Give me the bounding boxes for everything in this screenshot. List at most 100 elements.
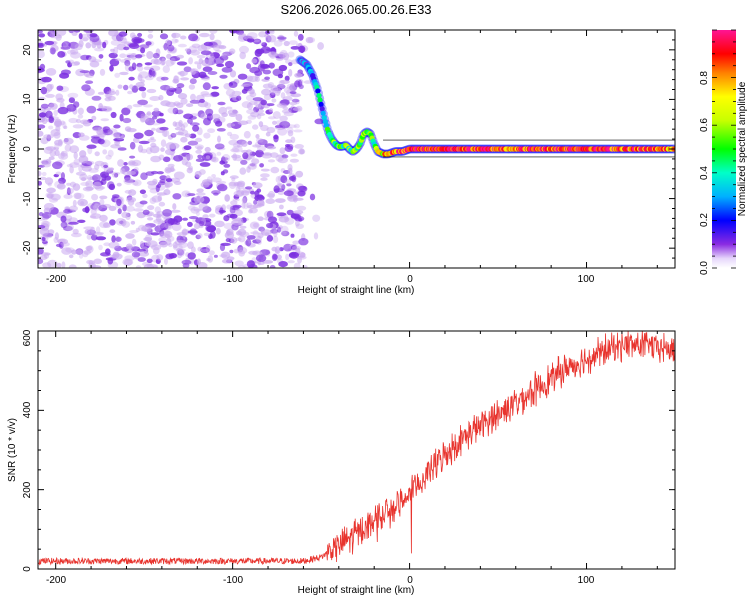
noise-blob: [70, 48, 79, 55]
noise-blob: [91, 115, 97, 121]
noise-blob: [160, 100, 171, 107]
noise-blob: [293, 197, 304, 201]
noise-blob: [176, 109, 184, 114]
noise-blob: [60, 120, 65, 126]
noise-blob: [140, 47, 146, 54]
noise-blob: [146, 263, 158, 268]
noise-blob: [261, 88, 272, 96]
noise-blob: [41, 117, 48, 125]
noise-blob: [91, 59, 103, 63]
noise-blob: [150, 244, 162, 251]
noise-blob: [94, 231, 105, 235]
noise-blob: [187, 230, 198, 234]
noise-blob: [39, 176, 47, 181]
noise-blob: [216, 128, 226, 132]
noise-blob: [73, 158, 81, 166]
noise-blob: [108, 30, 119, 37]
noise-blob: [72, 124, 84, 129]
noise-blob: [250, 190, 255, 195]
noise-blob: [90, 209, 97, 215]
snr-ytick-label: 400: [22, 401, 33, 418]
spectrogram-panel: -200 -100 0 100 -20 -10 0 10 20 Height o…: [7, 29, 676, 296]
noise-blob: [145, 41, 152, 46]
noise-blob: [90, 226, 96, 234]
noise-blob: [280, 79, 290, 84]
noise-blob: [243, 201, 249, 210]
noise-blob: [295, 216, 302, 222]
noise-blob: [78, 33, 83, 40]
noise-blob: [288, 62, 293, 67]
noise-blob: [252, 97, 263, 102]
noise-blob: [209, 30, 218, 34]
noise-blob: [130, 53, 138, 60]
noise-blob: [243, 130, 251, 139]
colorbar-tick-label: 0.4: [699, 166, 710, 180]
noise-blob: [171, 133, 177, 137]
noise-blob: [261, 153, 273, 159]
noise-blob: [150, 155, 162, 163]
snr-series-line: [38, 331, 675, 566]
noise-blob: [73, 61, 81, 66]
noise-blob: [152, 52, 160, 59]
noise-blob: [78, 132, 85, 138]
noise-blob: [89, 69, 95, 77]
noise-blob: [59, 72, 70, 79]
noise-blob: [42, 212, 52, 219]
noise-blob: [282, 106, 289, 110]
noise-blob: [38, 225, 46, 229]
noise-blob: [171, 223, 182, 232]
noise-blob: [139, 200, 148, 205]
noise-blob: [277, 191, 285, 196]
noise-blob: [128, 66, 135, 72]
noise-blob: [100, 178, 107, 185]
noise-blob: [167, 163, 175, 168]
noise-blob: [295, 223, 304, 229]
noise-blob: [94, 151, 100, 157]
noise-blob: [146, 147, 153, 155]
noise-blob: [61, 247, 72, 255]
noise-blob: [60, 151, 65, 159]
noise-blob: [119, 133, 126, 139]
noise-blob: [137, 74, 143, 81]
noise-blob: [185, 153, 194, 161]
noise-blob: [177, 43, 187, 48]
noise-blob: [71, 31, 78, 36]
noise-blob: [231, 177, 236, 181]
noise-blob: [217, 101, 226, 106]
noise-blob: [153, 59, 162, 65]
noise-blob: [43, 146, 53, 154]
noise-blob: [222, 169, 229, 174]
noise-blob: [272, 254, 278, 260]
noise-blob: [89, 34, 100, 43]
noise-blob: [232, 30, 240, 34]
noise-blob: [204, 146, 211, 153]
noise-blob: [195, 137, 203, 143]
noise-blob: [198, 202, 208, 211]
noise-blob: [53, 173, 59, 178]
noise-blob: [287, 194, 297, 202]
noise-blob: [172, 244, 183, 251]
noise-blob: [116, 182, 122, 187]
noise-blob: [119, 71, 129, 76]
noise-blob: [65, 223, 75, 231]
noise-blob: [151, 127, 156, 131]
noise-blob: [69, 166, 74, 174]
noise-blob: [110, 48, 115, 52]
noise-blob: [164, 166, 172, 174]
noise-blob: [286, 84, 293, 90]
noise-blob: [240, 84, 251, 87]
noise-blob: [203, 41, 214, 47]
noise-blob: [150, 142, 157, 148]
noise-blob: [186, 167, 193, 174]
noise-blob: [112, 172, 118, 178]
noise-blob: [163, 42, 168, 51]
noise-blob: [103, 166, 111, 173]
noise-blob: [199, 98, 205, 103]
noise-blob: [305, 36, 314, 44]
noise-blob: [276, 182, 283, 187]
noise-blob: [40, 103, 49, 109]
noise-blob: [293, 210, 304, 215]
noise-blob: [292, 240, 300, 245]
noise-blob: [68, 97, 75, 104]
snr-xtick-label: 0: [407, 575, 413, 586]
